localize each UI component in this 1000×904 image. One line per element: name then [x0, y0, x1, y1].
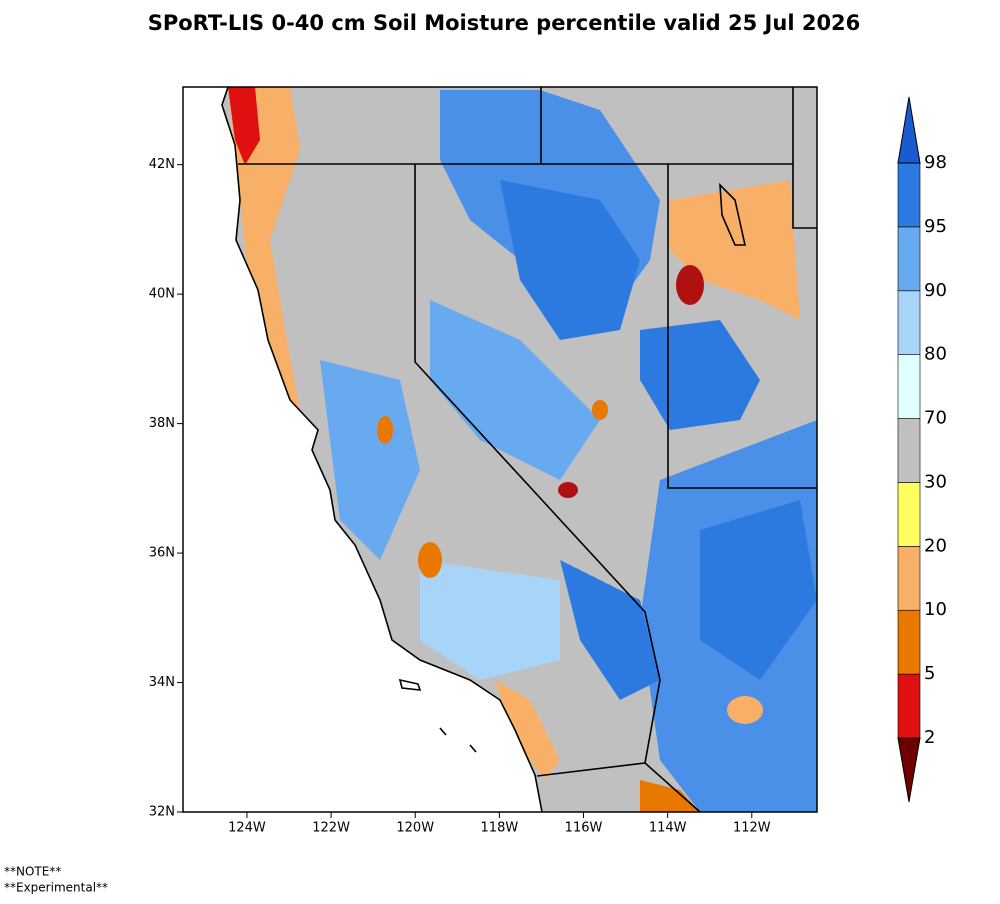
- title: SPoRT-LIS 0-40 cm Soil Moisture percenti…: [148, 11, 861, 35]
- borders: [221, 86, 817, 813]
- colorbar-label: 95: [924, 216, 947, 237]
- lon-label: 124W: [228, 821, 266, 836]
- colorbar-box: [897, 482, 921, 547]
- colorbar-label: 98: [924, 152, 947, 173]
- colorbar-box: [897, 162, 921, 228]
- colorbar-box: [897, 609, 921, 675]
- lat-label: 40N: [149, 287, 175, 302]
- lat-label: 34N: [149, 675, 175, 690]
- colorbar-box: [897, 354, 921, 419]
- colorbar-box: [897, 290, 921, 355]
- colorbar-box: [897, 546, 921, 611]
- colorbar-arrow: [897, 737, 921, 803]
- colorbar-label: 70: [924, 408, 947, 429]
- lon-label: 114W: [649, 821, 687, 836]
- lat-label: 32N: [149, 805, 175, 820]
- colorbar-arrow: [897, 96, 921, 164]
- lat-label: 36N: [149, 546, 175, 561]
- colorbar-label: 90: [924, 280, 947, 301]
- lon-label: 118W: [481, 821, 519, 836]
- frame: [182, 86, 818, 813]
- colorbar-label: 30: [924, 471, 947, 492]
- colorbar-box: [897, 418, 921, 483]
- note: **Experimental**: [4, 881, 108, 895]
- lon-label: 120W: [396, 821, 434, 836]
- lat-label: 38N: [149, 416, 175, 431]
- lon-label: 116W: [565, 821, 603, 836]
- colorbar-label: 20: [924, 535, 947, 556]
- colorbar-label: 2: [924, 727, 935, 748]
- map: 32N 34N 36N 38N 40N 42N 124W 122W 120W 118W 116W 11…: [149, 86, 818, 836]
- soil-field: [222, 87, 817, 812]
- colorbar-box: [897, 673, 921, 739]
- lat-label: 42N: [149, 157, 175, 172]
- lon-label: 112W: [733, 821, 771, 836]
- lon-label: 122W: [312, 821, 350, 836]
- colorbar-label: 5: [924, 663, 935, 684]
- colorbar: 2 5 10 20 30 70 80 90 95 98: [897, 96, 947, 803]
- colorbar-box: [897, 226, 921, 292]
- colorbar-label: 80: [924, 344, 947, 365]
- colorbar-label: 10: [924, 599, 947, 620]
- note: **NOTE**: [4, 865, 61, 879]
